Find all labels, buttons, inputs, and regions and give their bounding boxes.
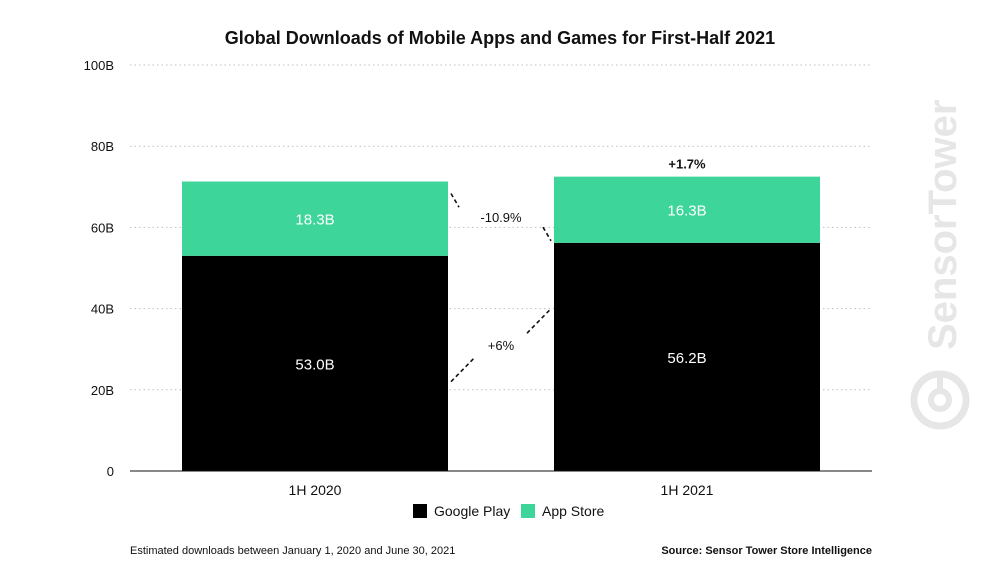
x-axis-labels: 1H 2020 1H 2021 [289, 482, 714, 498]
bar-segment-app-store [554, 176, 820, 243]
bars: 53.0B 18.3B 56.2B 16.3B [182, 176, 820, 471]
y-tick-label: 100B [84, 58, 114, 73]
bar-segment-google-play [182, 255, 448, 471]
footer-source: Source: Sensor Tower Store Intelligence [661, 545, 872, 557]
total-change-label: +1.7% [668, 157, 706, 172]
watermark-text: SensorTower [921, 100, 965, 350]
x-category-label: 1H 2020 [289, 482, 342, 498]
legend: Google Play App Store [413, 503, 604, 519]
google-play-change-label: +6% [488, 338, 515, 353]
bar-value-label: 18.3B [295, 212, 334, 229]
bar-segment-app-store [182, 181, 448, 256]
x-category-label: 1H 2021 [661, 482, 714, 498]
chart-title: Global Downloads of Mobile Apps and Game… [225, 28, 775, 48]
google-play-connector [526, 308, 552, 334]
legend-swatch [413, 504, 427, 518]
y-axis-ticks: 0 20B 40B 60B 80B 100B [84, 58, 114, 479]
change-connectors: -10.9% +6% +1.7% [450, 157, 706, 383]
google-play-connector [450, 356, 476, 383]
legend-label: Google Play [434, 503, 510, 519]
footer-note: Estimated downloads between January 1, 2… [130, 545, 455, 557]
legend-swatch [521, 504, 535, 518]
y-tick-label: 80B [91, 139, 114, 154]
app-store-change-label: -10.9% [480, 210, 522, 225]
y-tick-label: 60B [91, 220, 114, 235]
y-tick-label: 20B [91, 383, 114, 398]
sensor-tower-logo-icon [910, 370, 970, 430]
app-store-connector [542, 226, 552, 242]
watermark: SensorTower [910, 100, 970, 430]
bar-value-label: 56.2B [667, 350, 706, 367]
bar-value-label: 53.0B [295, 356, 334, 373]
app-store-connector [450, 193, 460, 208]
y-tick-label: 0 [107, 464, 114, 479]
bar-segment-google-play [554, 242, 820, 471]
y-tick-label: 40B [91, 302, 114, 317]
bar-value-label: 16.3B [667, 203, 706, 220]
legend-label: App Store [542, 503, 604, 519]
